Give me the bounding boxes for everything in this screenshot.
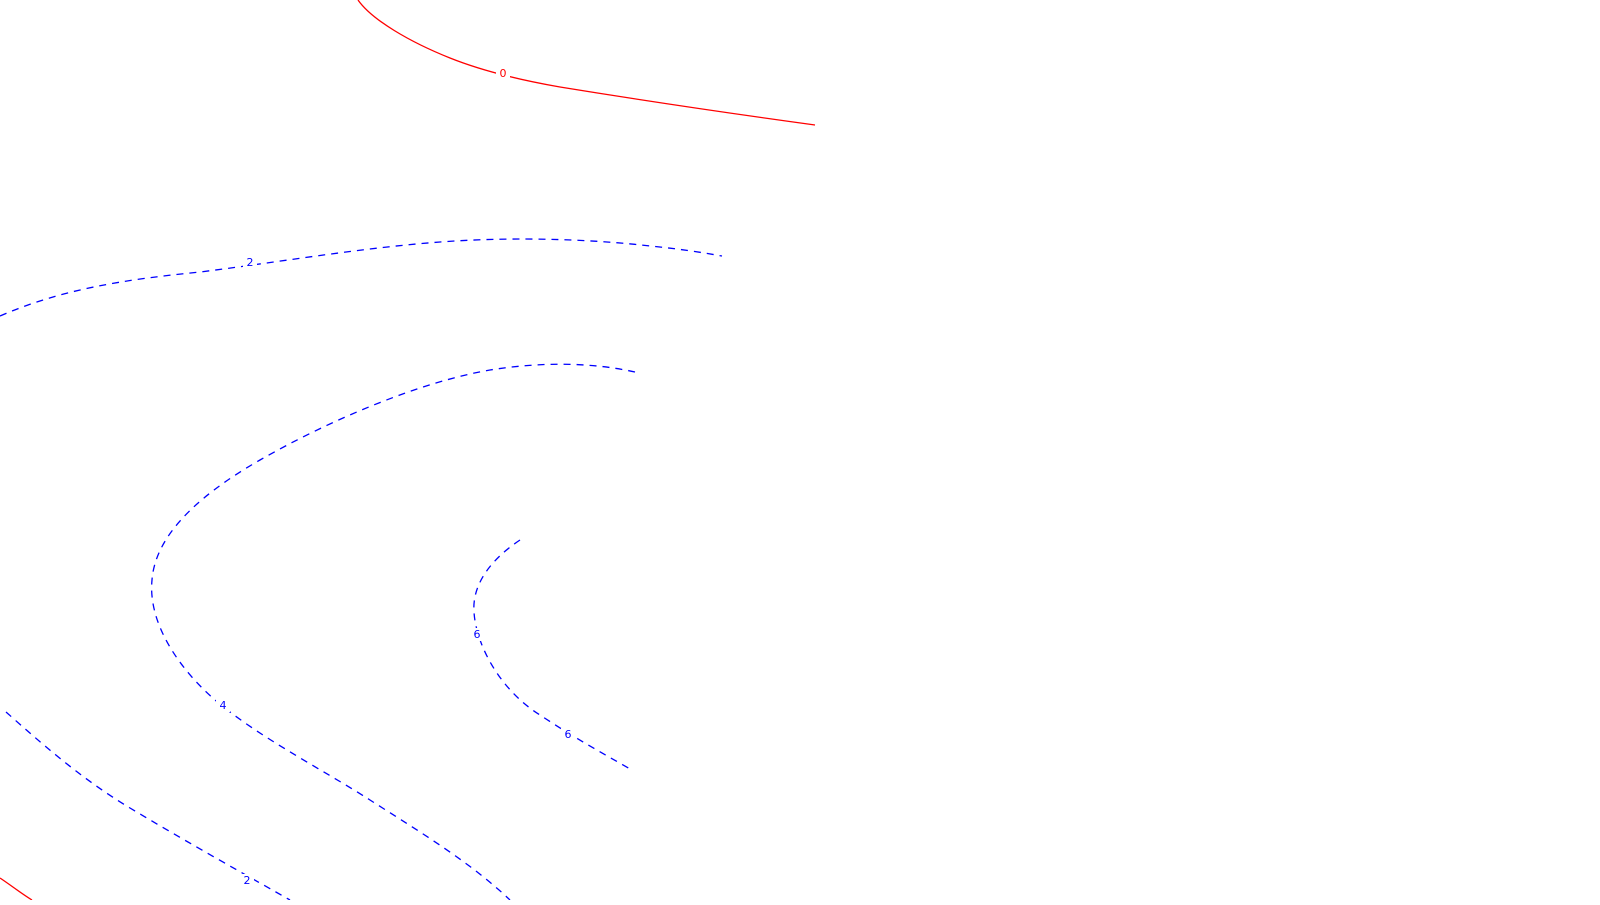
contour-label-6-lower-text: 6 xyxy=(565,728,572,741)
contour-label-2-lower-text: 2 xyxy=(244,874,251,887)
contour-label-6-left-text: 6 xyxy=(474,628,481,641)
contour-label-2-lower: 2 xyxy=(240,874,254,887)
contour-label-0-top-text: 0 xyxy=(500,67,507,80)
contour-label-2-upper-text: 2 xyxy=(247,256,254,269)
contour-line-2-upper xyxy=(0,238,723,317)
contour-label-6-lower: 6 xyxy=(561,728,575,741)
contour-line-0-bottom xyxy=(0,877,33,901)
contour-label-4-text: 4 xyxy=(220,699,227,712)
contour-label-2-upper: 2 xyxy=(243,256,257,269)
contour-label-6-left: 6 xyxy=(470,628,484,641)
contour-label-4: 4 xyxy=(216,699,230,712)
contour-line-2-lower xyxy=(5,711,291,901)
contour-line-0-top xyxy=(357,0,816,126)
contour-line-4 xyxy=(150,363,636,901)
contour-line-6 xyxy=(473,539,633,771)
contour-label-0-top: 0 xyxy=(496,67,510,80)
